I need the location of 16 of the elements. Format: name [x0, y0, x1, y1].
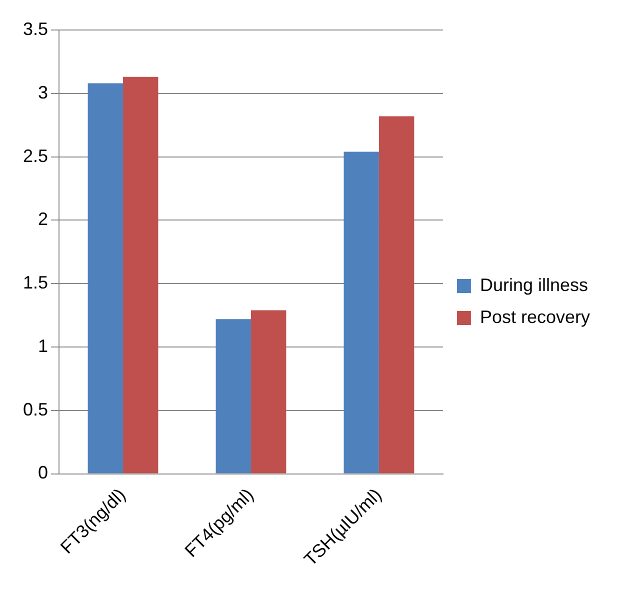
y-tick-label: 2: [38, 209, 48, 230]
legend-label: Post recovery: [480, 306, 590, 327]
legend-label: During illness: [480, 274, 588, 295]
y-tick-label: 1: [38, 336, 48, 356]
bar: [123, 76, 158, 474]
y-tick-label: 0: [38, 462, 48, 483]
y-tick-label: 3.5: [22, 18, 48, 39]
bar: [378, 116, 414, 474]
y-tick-label: 0.5: [22, 399, 48, 420]
bar: [250, 310, 286, 474]
bar: [344, 152, 379, 474]
bar: [216, 319, 251, 474]
y-tick-label: 1.5: [22, 272, 48, 293]
y-tick-label: 3: [38, 82, 48, 102]
bar: [88, 83, 124, 474]
y-tick-label: 2.5: [22, 146, 48, 166]
